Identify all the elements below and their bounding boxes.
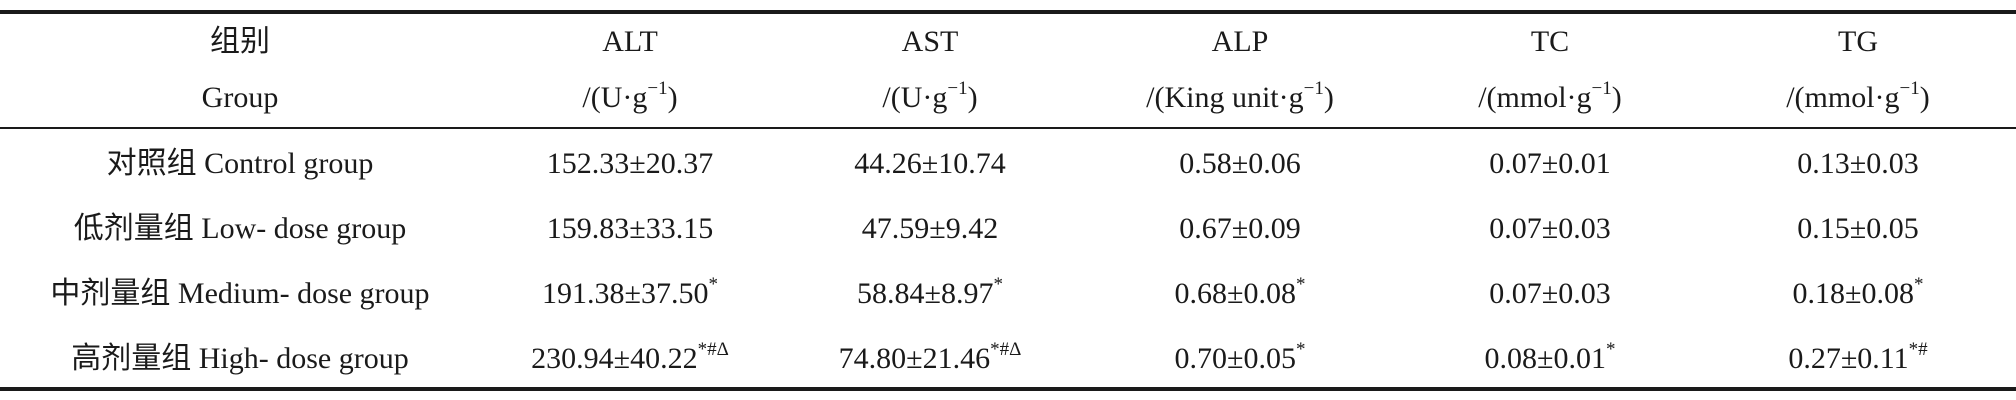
header-alt: ALT bbox=[602, 25, 658, 58]
row-label: 中剂量组 Medium- dose group bbox=[50, 277, 430, 310]
header-unit-ast: /(U·g−1) bbox=[882, 78, 978, 114]
table-bottom-rule bbox=[0, 387, 2016, 391]
table-cell: 230.94±40.22*#Δ bbox=[531, 339, 729, 375]
table-cell: 0.15±0.05 bbox=[1797, 212, 1919, 245]
table-cell: 0.70±0.05* bbox=[1174, 339, 1306, 375]
row-label: 高剂量组 High- dose group bbox=[71, 342, 409, 375]
header-unit-alt: /(U·g−1) bbox=[582, 78, 678, 114]
table-cell: 0.27±0.11*# bbox=[1788, 339, 1928, 375]
table-cell: 152.33±20.37 bbox=[546, 147, 714, 180]
header-ast: AST bbox=[901, 25, 959, 58]
table-top-rule bbox=[0, 10, 2016, 14]
table-cell: 0.18±0.08* bbox=[1792, 274, 1924, 310]
header-alp: ALP bbox=[1211, 25, 1269, 58]
row-label: 低剂量组 Low- dose group bbox=[73, 212, 407, 245]
table-cell: 0.58±0.06 bbox=[1179, 147, 1301, 180]
table-cell: 191.38±37.50* bbox=[542, 274, 718, 310]
header-tg: TG bbox=[1838, 25, 1878, 58]
header-tc: TC bbox=[1530, 25, 1570, 58]
table-cell: 0.13±0.03 bbox=[1797, 147, 1919, 180]
table-cell: 0.68±0.08* bbox=[1174, 274, 1306, 310]
table-cell: 159.83±33.15 bbox=[546, 212, 714, 245]
table-cell: 74.80±21.46*#Δ bbox=[838, 339, 1022, 375]
table-cell: 0.67±0.09 bbox=[1179, 212, 1301, 245]
header-unit-tg: /(mmol·g−1) bbox=[1786, 78, 1930, 114]
header-group-cn: 组别 bbox=[210, 25, 270, 58]
table-cell: 47.59±9.42 bbox=[861, 212, 999, 245]
table-cell: 0.08±0.01* bbox=[1484, 339, 1616, 375]
table-header-rule bbox=[0, 127, 2016, 129]
table-cell: 0.07±0.01 bbox=[1489, 147, 1611, 180]
header-unit-alp: /(King unit·g−1) bbox=[1146, 78, 1334, 114]
table-cell: 58.84±8.97* bbox=[857, 274, 1003, 310]
header-unit-tc: /(mmol·g−1) bbox=[1478, 78, 1622, 114]
row-label: 对照组 Control group bbox=[106, 147, 374, 180]
header-group-en: Group bbox=[201, 81, 279, 114]
table-cell: 44.26±10.74 bbox=[854, 147, 1006, 180]
table-cell: 0.07±0.03 bbox=[1489, 277, 1611, 310]
table-cell: 0.07±0.03 bbox=[1489, 212, 1611, 245]
